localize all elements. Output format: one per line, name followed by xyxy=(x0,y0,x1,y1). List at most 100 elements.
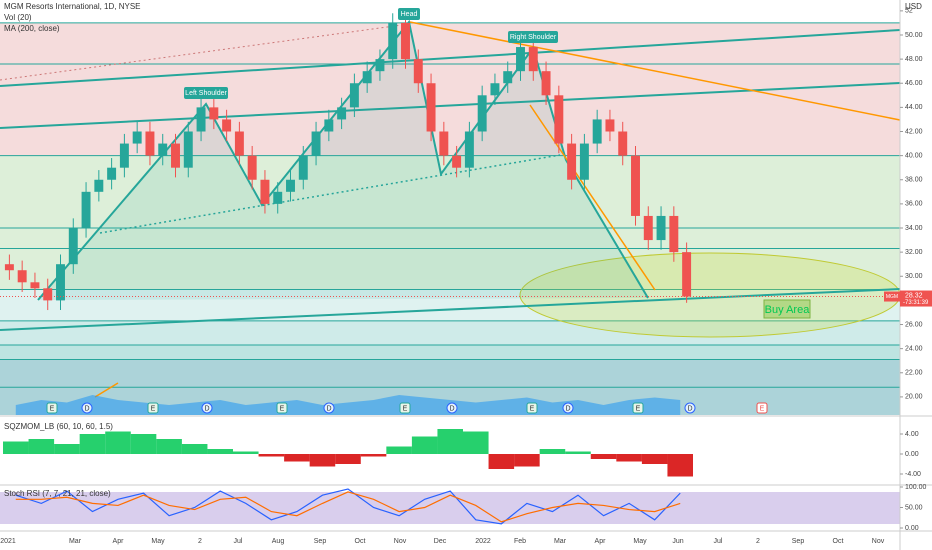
label-box xyxy=(184,87,228,99)
squeeze-bar xyxy=(386,446,412,454)
x-tick-label: 2 xyxy=(756,538,760,545)
candle-body xyxy=(579,143,589,180)
squeeze-bar xyxy=(463,431,489,454)
y-tick-label: 34.00 xyxy=(905,225,923,232)
buy-box xyxy=(763,299,811,319)
candle-body xyxy=(631,155,640,216)
y-tick-label: 38.00 xyxy=(905,177,923,184)
squeeze-bar xyxy=(207,449,233,454)
candle-body xyxy=(298,155,308,180)
chart-title: MGM Resorts International, 1D, NYSE xyxy=(4,2,141,11)
x-tick-label: Sep xyxy=(314,538,327,545)
zone xyxy=(0,320,900,346)
squeeze-bar xyxy=(590,454,617,459)
candle-body xyxy=(528,47,538,72)
squeeze-bar xyxy=(105,431,131,454)
buy-area-label: Buy Area xyxy=(765,304,811,316)
label-box xyxy=(508,31,558,43)
candle-body xyxy=(388,22,398,60)
candle-body xyxy=(605,119,615,132)
squeeze-bar xyxy=(488,454,515,469)
candle-body xyxy=(669,215,679,253)
y-tick-label: 52 xyxy=(905,8,913,15)
resistance-line xyxy=(409,21,901,121)
x-tick-label: Jun xyxy=(672,538,683,545)
squeeze-bar xyxy=(54,444,80,454)
y-tick-label: 44.00 xyxy=(905,104,923,111)
x-tick-label: Nov xyxy=(394,538,407,545)
candle-body xyxy=(145,131,155,156)
price-tag xyxy=(900,290,932,307)
y-tick-label: 42.00 xyxy=(905,128,923,135)
squeeze-bar xyxy=(3,441,29,454)
head-label: Head xyxy=(401,11,418,18)
event-label: D xyxy=(84,405,89,412)
event-icon xyxy=(526,402,538,414)
x-tick-label: Mar xyxy=(69,538,82,545)
stoch-pane xyxy=(0,485,900,531)
event-icon xyxy=(684,402,696,414)
dotted-line xyxy=(0,23,410,81)
event-label: D xyxy=(687,405,692,412)
candle-body xyxy=(94,179,104,192)
arrow xyxy=(529,104,656,291)
event-icon xyxy=(81,402,93,414)
candle-body xyxy=(656,215,666,241)
x-tick-label: Oct xyxy=(355,538,366,545)
event-icon xyxy=(323,402,335,414)
event-label: E xyxy=(280,405,285,412)
candle-body xyxy=(426,83,436,132)
candle-body xyxy=(158,143,168,156)
stoch-d xyxy=(15,491,681,523)
price-tag xyxy=(884,291,900,302)
x-tick-label: Apr xyxy=(595,538,607,545)
y-tick-label: 22.00 xyxy=(905,370,923,377)
squeeze-bar xyxy=(130,434,157,454)
x-tick-label: Sep xyxy=(792,538,805,545)
candle-body xyxy=(643,215,653,241)
candle-body xyxy=(618,131,628,156)
candle-body xyxy=(464,131,474,168)
event-label: E xyxy=(50,405,55,412)
squeeze-bar xyxy=(411,436,438,454)
candle-body xyxy=(401,22,410,60)
squeeze-bar xyxy=(514,454,540,467)
event-icon xyxy=(276,402,288,414)
event-label: E xyxy=(636,405,641,412)
squeeze-bar xyxy=(539,449,566,454)
candle-body xyxy=(375,59,385,72)
candle-body xyxy=(196,107,206,132)
candle-body xyxy=(247,155,257,180)
candle-body xyxy=(17,270,27,283)
candle-body xyxy=(119,143,129,168)
squeeze-bar xyxy=(667,454,693,477)
event-icon xyxy=(632,402,644,414)
x-tick-label: Feb xyxy=(514,538,526,545)
candle-body xyxy=(107,167,117,180)
y-tick-label: 0.00 xyxy=(905,525,919,532)
squeeze-bar xyxy=(28,439,55,454)
candle-body xyxy=(477,95,487,132)
squeeze-bar xyxy=(616,454,642,462)
channel-line xyxy=(0,29,901,87)
candle-body xyxy=(222,119,232,132)
x-tick-label: Jul xyxy=(234,538,243,545)
candle-body xyxy=(183,131,193,168)
stoch-label: Stoch RSI (7, 7, 21, 21, close) xyxy=(4,489,111,498)
x-tick-label: 2022 xyxy=(475,538,491,545)
squeeze-bar xyxy=(181,444,208,454)
candle-body xyxy=(30,282,40,289)
squeeze-bar xyxy=(437,429,463,454)
candle-body xyxy=(273,191,283,204)
candle-body xyxy=(349,83,359,108)
x-tick-label: Oct xyxy=(833,538,844,545)
event-icon xyxy=(201,402,213,414)
label-box xyxy=(398,8,420,20)
event-label: E xyxy=(760,405,765,412)
squeeze-bar xyxy=(258,454,285,457)
zone xyxy=(0,155,900,290)
candle-body xyxy=(132,131,142,144)
squeeze-bar xyxy=(156,439,182,454)
candle-body xyxy=(311,131,321,156)
